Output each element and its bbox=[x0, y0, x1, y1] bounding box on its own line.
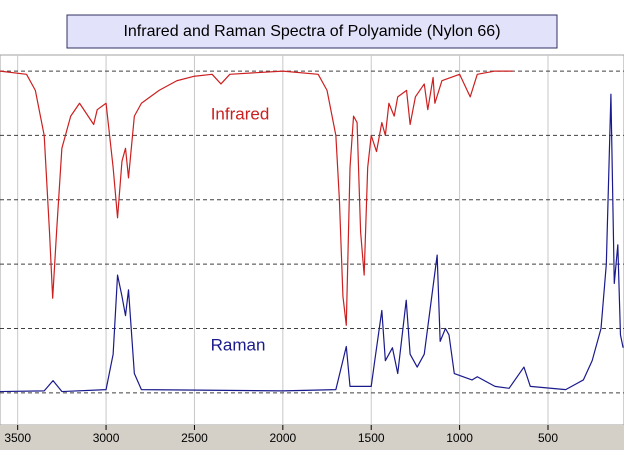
x-tick-label: 1500 bbox=[358, 431, 385, 445]
chart-title: Infrared and Raman Spectra of Polyamide … bbox=[123, 23, 500, 40]
spectrum-line bbox=[0, 93, 624, 393]
series-group bbox=[0, 70, 624, 393]
series-label: Raman bbox=[211, 335, 266, 354]
plot-area bbox=[0, 54, 624, 426]
x-axis-band bbox=[0, 425, 624, 450]
x-tick-label: 1000 bbox=[446, 431, 473, 445]
series-label: Infrared bbox=[211, 104, 270, 123]
x-tick-label: 2000 bbox=[269, 431, 296, 445]
title-box bbox=[66, 14, 558, 49]
grid bbox=[0, 55, 624, 430]
x-tick-label: 3500 bbox=[4, 431, 31, 445]
x-tick-label: 500 bbox=[538, 431, 558, 445]
labels-group: 3500 3000 2500 2000 1500 1000 500 Infrared Raman bbox=[4, 104, 558, 445]
x-tick-label: 2500 bbox=[181, 431, 208, 445]
x-tick-label: 3000 bbox=[93, 431, 120, 445]
spectrum-line bbox=[0, 70, 513, 326]
